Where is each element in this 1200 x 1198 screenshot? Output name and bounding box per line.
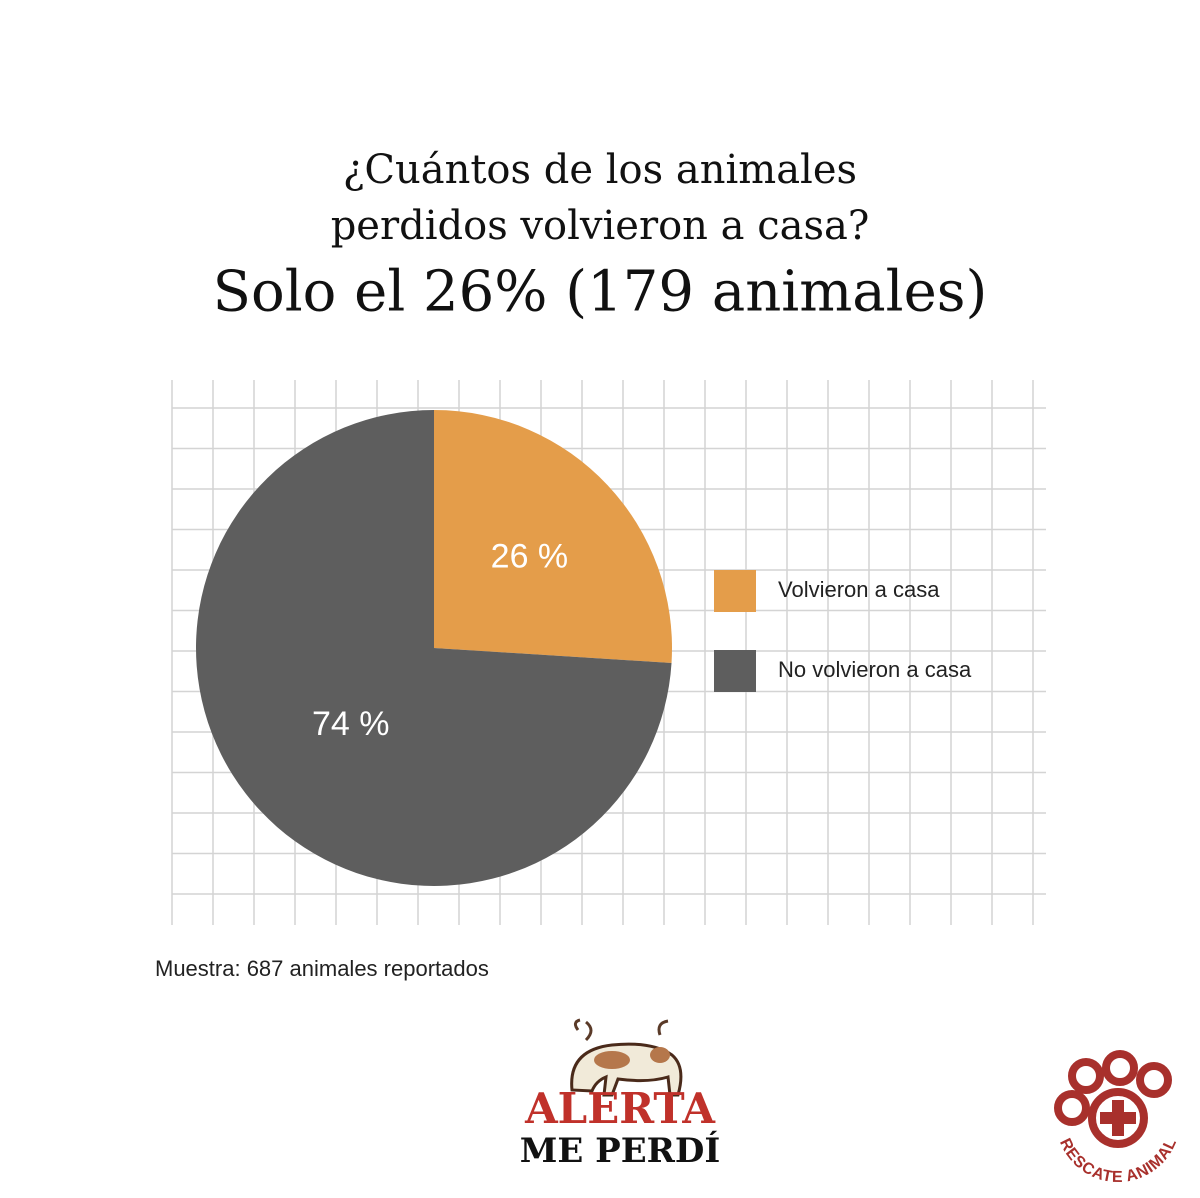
- legend-label: No volvieron a casa: [778, 657, 972, 682]
- data-label: 74 %: [312, 705, 390, 743]
- pie-slice: [434, 410, 672, 663]
- legend-swatch: [714, 650, 756, 692]
- alerta-logo: ALERTA ME PERDÍ: [520, 1018, 721, 1171]
- rescate-logo: RESCATE ANIMAL: [1054, 1050, 1180, 1186]
- logo-text: ALERTA: [524, 1084, 716, 1133]
- chart-subtitle: Solo el 26% (179 animales): [213, 260, 988, 325]
- logo-text: ME PERDÍ: [520, 1130, 721, 1171]
- pie-slice: [195, 410, 672, 887]
- legend-label: Volvieron a casa: [778, 577, 940, 602]
- note: Muestra: 687 animales reportados: [155, 956, 489, 981]
- chart-title: ¿Cuántos de los animales perdidos volvie…: [330, 147, 870, 249]
- legend-swatch: [714, 570, 756, 612]
- data-label: 26 %: [491, 537, 569, 575]
